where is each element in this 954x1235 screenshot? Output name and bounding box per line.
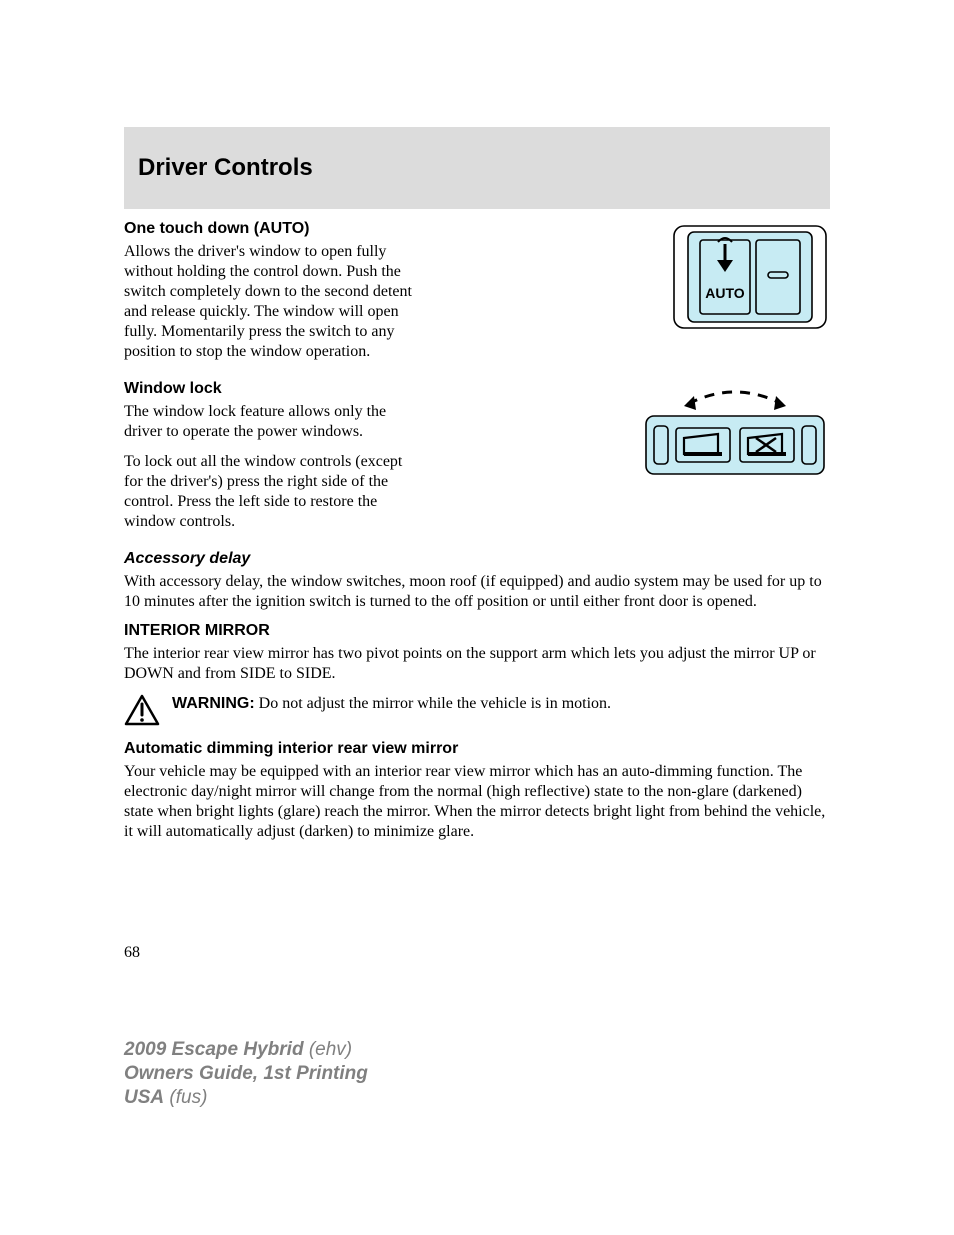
lock-switch-icon	[640, 380, 830, 480]
one-touch-text-col: One touch down (AUTO) Allows the driver'…	[124, 220, 650, 372]
one-touch-heading: One touch down (AUTO)	[124, 220, 650, 238]
one-touch-body: Allows the driver's window to open fully…	[124, 242, 424, 362]
footer-code1: (ehv)	[304, 1039, 353, 1060]
accessory-delay-heading: Accessory delay	[124, 550, 830, 568]
window-lock-row: Window lock The window lock feature allo…	[124, 380, 830, 542]
warning-block: WARNING: Do not adjust the mirror while …	[124, 694, 830, 726]
interior-mirror-heading: INTERIOR MIRROR	[124, 622, 830, 640]
footer-line1: 2009 Escape Hybrid (ehv)	[124, 1038, 368, 1062]
interior-mirror-body: The interior rear view mirror has two pi…	[124, 644, 830, 684]
footer-line3: USA (fus)	[124, 1086, 368, 1110]
auto-dim-body: Your vehicle may be equipped with an int…	[124, 762, 830, 842]
auto-dim-heading: Automatic dimming interior rear view mir…	[124, 740, 830, 758]
footer-line2: Owners Guide, 1st Printing	[124, 1062, 368, 1086]
warning-triangle-icon	[124, 694, 160, 726]
window-lock-body2: To lock out all the window controls (exc…	[124, 452, 424, 532]
footer-vehicle: 2009 Escape Hybrid	[124, 1039, 304, 1060]
auto-label: AUTO	[705, 285, 745, 301]
section-title: Driver Controls	[138, 154, 313, 182]
page: Driver Controls One touch down (AUTO) Al…	[0, 0, 954, 1235]
auto-switch-icon: AUTO	[670, 220, 830, 335]
page-number: 68	[124, 944, 140, 962]
window-lock-heading: Window lock	[124, 380, 620, 398]
accessory-delay-body: With accessory delay, the window switche…	[124, 572, 830, 612]
content-area: One touch down (AUTO) Allows the driver'…	[124, 220, 830, 852]
footer-country: USA	[124, 1087, 164, 1108]
footer: 2009 Escape Hybrid (ehv) Owners Guide, 1…	[124, 1038, 368, 1109]
warning-body: Do not adjust the mirror while the vehic…	[255, 695, 611, 712]
auto-switch-figure: AUTO	[670, 220, 830, 335]
warning-label: WARNING:	[172, 695, 255, 712]
window-lock-text-col: Window lock The window lock feature allo…	[124, 380, 620, 542]
one-touch-row: One touch down (AUTO) Allows the driver'…	[124, 220, 830, 372]
window-lock-body1: The window lock feature allows only the …	[124, 402, 424, 442]
header-band: Driver Controls	[124, 127, 830, 209]
footer-code2: (fus)	[164, 1087, 207, 1108]
warning-text: WARNING: Do not adjust the mirror while …	[172, 694, 611, 714]
lock-switch-figure	[640, 380, 830, 480]
